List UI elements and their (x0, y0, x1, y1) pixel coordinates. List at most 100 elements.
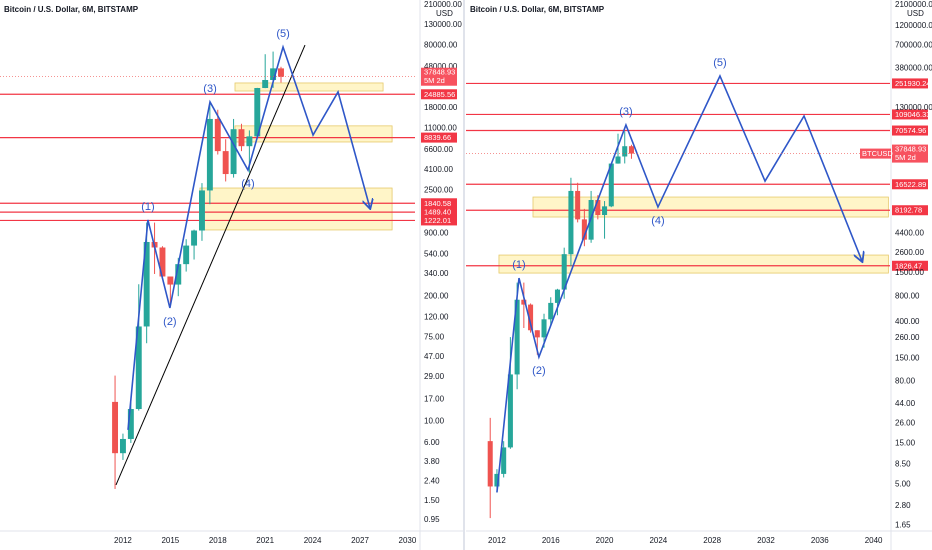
y-tick-label: 2100000.00 (895, 0, 932, 9)
candle-body (246, 136, 253, 147)
candle-body (278, 68, 284, 77)
candle-body (270, 68, 277, 80)
candle-body (159, 247, 166, 277)
zone (234, 82, 384, 92)
y-tick-label: 26.00 (895, 418, 916, 427)
y-tick-label: 2500.00 (424, 186, 453, 195)
y-tick-label: 47.00 (424, 352, 445, 361)
candle-body (135, 326, 142, 410)
candle-body (615, 156, 621, 164)
level-label: 1489.40 (424, 208, 451, 217)
y-tick-label: 75.00 (424, 332, 445, 341)
candle-body (167, 276, 174, 285)
level-label-box (892, 260, 928, 271)
candle-body (206, 118, 213, 191)
candle-body (127, 409, 134, 439)
last-price-label: 37848.93 (895, 145, 926, 154)
wave-path (496, 74, 862, 493)
level-label: 251930.24 (895, 79, 930, 88)
last-price-box (421, 67, 457, 86)
candle-body (561, 254, 567, 290)
y-tick-label: 3.80 (424, 457, 440, 466)
candle-body (254, 88, 261, 137)
y-tick-label: 340.00 (424, 269, 449, 278)
candle-body (548, 302, 554, 320)
y-tick-label: 4100.00 (424, 165, 453, 174)
y-tick-label: 80.00 (895, 377, 916, 386)
candle-body (507, 374, 513, 448)
wave-label: (2) (163, 316, 176, 328)
level-label: 109046.33 (895, 110, 930, 119)
last-price-label: 37848.93 (424, 68, 455, 77)
y-tick-label: 540.00 (424, 250, 449, 259)
candle-body (521, 299, 527, 305)
y-tick-label: 17.00 (424, 394, 445, 403)
candle-body (568, 190, 574, 255)
candle-body (528, 304, 534, 331)
x-tick-label: 2032 (757, 536, 775, 545)
y-tick-label: 800.00 (895, 291, 920, 300)
level-label: 8839.66 (424, 133, 451, 142)
y-tick-label: 0.95 (424, 515, 440, 524)
candle-body (230, 129, 237, 175)
wave-label: (4) (651, 215, 664, 227)
x-tick-label: 2030 (399, 536, 417, 545)
zone (199, 187, 393, 231)
x-tick-label: 2036 (811, 536, 829, 545)
candle-body (112, 401, 119, 454)
y-tick-label: 2600.00 (895, 248, 924, 257)
level-label: 8192.78 (895, 206, 922, 215)
candle-body (238, 129, 245, 147)
candle-body (183, 245, 190, 265)
level-label-box (892, 205, 928, 216)
y-tick-label: 44.00 (895, 399, 916, 408)
x-tick-label: 2018 (209, 536, 227, 545)
last-price-box (892, 144, 928, 163)
chart-title: Bitcoin / U.S. Dollar, 6M, BITSTAMP (4, 5, 139, 14)
y-tick-label: 18000.00 (424, 103, 458, 112)
x-tick-label: 2024 (649, 536, 667, 545)
y-tick-label: 1.50 (424, 496, 440, 505)
y-tick-label: 1200000.00 (895, 21, 932, 30)
y-tick-label: 4400.00 (895, 228, 924, 237)
y-tick-label: 120.00 (424, 313, 449, 322)
candle-body (494, 473, 500, 487)
y-tick-label: 380000.00 (895, 63, 932, 72)
candle-body (581, 219, 587, 240)
y-tick-label: 400.00 (895, 317, 920, 326)
candle-body (575, 190, 581, 220)
x-tick-label: 2028 (703, 536, 721, 545)
candle-body (191, 230, 198, 246)
y-tick-label: 6.00 (424, 438, 440, 447)
symbol-box (860, 148, 891, 159)
level-label-box (421, 215, 457, 226)
wave-label: (2) (532, 365, 545, 377)
wave-label: (1) (512, 259, 525, 271)
y-tick-label: 130000.00 (895, 103, 932, 112)
x-tick-label: 2020 (596, 536, 614, 545)
y-tick-label: 900.00 (424, 228, 449, 237)
y-tick-label: 15.00 (895, 439, 916, 448)
y-tick-label: 2.80 (895, 501, 911, 510)
x-tick-label: 2012 (488, 536, 506, 545)
x-tick-label: 2021 (256, 536, 274, 545)
candle-body (628, 146, 634, 154)
candle-body (175, 264, 182, 285)
wave-label: (3) (203, 83, 216, 95)
wave-label: (3) (619, 106, 632, 118)
candle-body (608, 163, 614, 207)
x-tick-label: 2016 (542, 536, 560, 545)
y-tick-label: 48000.00 (424, 62, 458, 71)
candle-body (214, 118, 221, 152)
level-label: 16522.89 (895, 180, 926, 189)
currency-label: USD (907, 9, 924, 18)
wave-label: (1) (141, 201, 154, 213)
level-label-box (892, 125, 928, 136)
y-tick-label: 2.40 (424, 476, 440, 485)
y-tick-label: 29.00 (424, 372, 445, 381)
y-tick-label: 6600.00 (424, 145, 453, 154)
candle-body (534, 330, 540, 338)
trendline (115, 44, 306, 486)
x-tick-label: 2015 (161, 536, 179, 545)
